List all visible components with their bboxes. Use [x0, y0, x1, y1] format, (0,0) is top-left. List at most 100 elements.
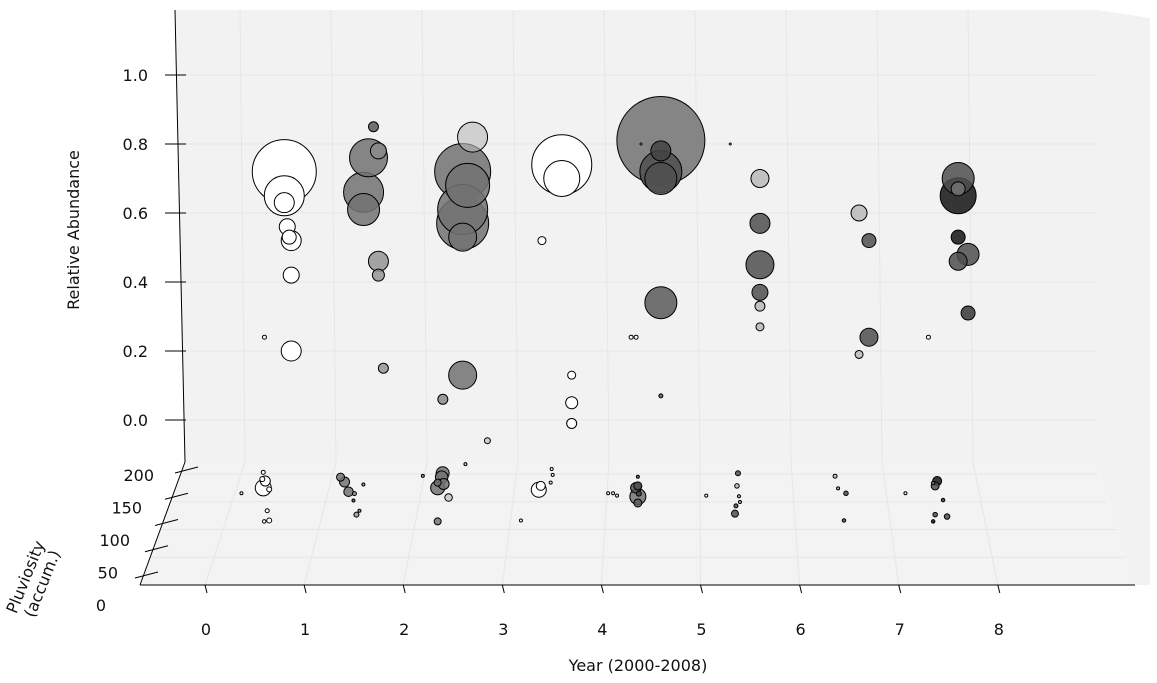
bubble-point [658, 393, 664, 399]
y-tick-label: 0.4 [123, 273, 148, 292]
floor-bubble-point [444, 493, 453, 502]
x-tick-mark [204, 584, 208, 594]
x-tick-label: 7 [895, 620, 905, 639]
bubble-point [369, 142, 387, 160]
floor-bubble-point [932, 511, 938, 518]
z-tick-label: 50 [98, 564, 118, 583]
x-floor-gridline [501, 461, 519, 586]
x-floor-gridline [303, 461, 337, 586]
floor-bubble-point [361, 482, 366, 487]
z-tick-mark [144, 545, 169, 553]
x-tick-mark [700, 584, 703, 594]
x-gridline [421, 9, 428, 463]
x-tick-mark [997, 584, 1001, 594]
x-tick-label: 4 [597, 620, 607, 639]
floor-bubble-point [734, 470, 741, 477]
floor-bubble-point [733, 503, 739, 509]
z-axis-ticks: 0 50 100 150 200 [96, 466, 199, 615]
bubble-point [950, 181, 966, 197]
y-tick-label: 0.8 [123, 135, 148, 154]
floor-bubble-point [633, 498, 643, 508]
floor-bubble-point [266, 517, 273, 524]
bubble-point [749, 212, 771, 234]
floor-bubble-point [841, 518, 847, 523]
floor-bubble-point [535, 480, 546, 491]
x-floor-gridline [204, 461, 246, 586]
floor-bubble-point [261, 519, 267, 524]
floor-bubble-point [518, 518, 523, 523]
x-tick-label: 8 [994, 620, 1004, 639]
bubble-point [347, 193, 381, 227]
x-floor-gridline [600, 461, 610, 586]
x-axis-ticks: 0 1 2 3 4 5 6 7 8 [201, 584, 1004, 639]
floor-bubble-point [734, 483, 740, 489]
bubble-point [925, 334, 931, 340]
floor-bubble-point [463, 462, 468, 467]
x-gridline [967, 9, 974, 463]
x-axis-title: Year (2000-2008) [568, 656, 708, 675]
bubble-point [850, 204, 868, 222]
floor-bubble-point [550, 472, 555, 477]
floor-bubble-point [353, 511, 360, 518]
floor-bubble-point [832, 473, 838, 479]
bubble-point [628, 334, 634, 340]
bubble-point [457, 121, 489, 153]
floor-bubble-point [239, 491, 244, 496]
x-floor-gridline [790, 461, 801, 586]
y-tick-label: 0.6 [123, 204, 148, 223]
x-tick-label: 1 [300, 620, 310, 639]
floor-bubble-point [730, 509, 739, 518]
bubble-point [448, 222, 478, 252]
bubble-point [437, 393, 449, 405]
bubble-series [251, 96, 980, 445]
floor-bubble-point [930, 480, 936, 486]
floor-bubble-point [259, 476, 266, 483]
x-tick-mark [501, 584, 505, 594]
floor-bubble-point [351, 491, 357, 497]
bubble-point [644, 162, 678, 195]
bubble-point [281, 229, 297, 245]
floor-bubble-point [351, 498, 356, 503]
floor-bubble-point [843, 490, 849, 497]
x-gridline [694, 9, 701, 463]
bubble-point [754, 300, 766, 312]
floor-bubble-point [357, 508, 362, 513]
x-gridline [512, 9, 519, 463]
z-tick-label: 150 [111, 499, 142, 518]
x-gridline [785, 9, 792, 463]
bubble-point [750, 169, 770, 188]
x-floor-gridline [972, 461, 999, 586]
floor-bubble-point [420, 473, 425, 478]
y-tick-label: 0.0 [123, 411, 148, 430]
floor-bubble-point [549, 467, 554, 472]
bubble-point [483, 437, 491, 445]
y-axis-ticks: 0.0 0.2 0.4 0.6 0.8 1.0 [123, 66, 186, 430]
z-tick-mark [134, 571, 159, 579]
bubble-point [633, 334, 639, 340]
bubble-point [280, 340, 302, 362]
floor-bubble-series [239, 462, 951, 526]
bubble-point [261, 334, 267, 340]
bubble-point [861, 233, 877, 249]
z-tick-label: 100 [99, 531, 130, 550]
y-tick-label: 1.0 [123, 66, 148, 85]
bubble-point [566, 417, 578, 429]
x-gridline [330, 9, 337, 463]
bubble-point [371, 268, 385, 282]
floor-bubble-point [736, 494, 741, 499]
bubble-point [948, 251, 968, 271]
y-tick-label: 0.2 [123, 342, 148, 361]
x-tick-label: 2 [399, 620, 409, 639]
x-tick-mark [303, 584, 307, 594]
x-gridline [876, 9, 883, 463]
bubble-point [728, 142, 732, 146]
floor-bubble-point [635, 474, 640, 479]
floor-bubble-point [611, 491, 616, 496]
bubble-point [859, 327, 879, 347]
bubble-point [567, 370, 577, 380]
bubble-point [745, 250, 775, 280]
z-axis-title: Pluviosity (accum.) [2, 538, 64, 620]
floor-bubble-point [264, 508, 270, 514]
bubble-point [445, 162, 491, 208]
